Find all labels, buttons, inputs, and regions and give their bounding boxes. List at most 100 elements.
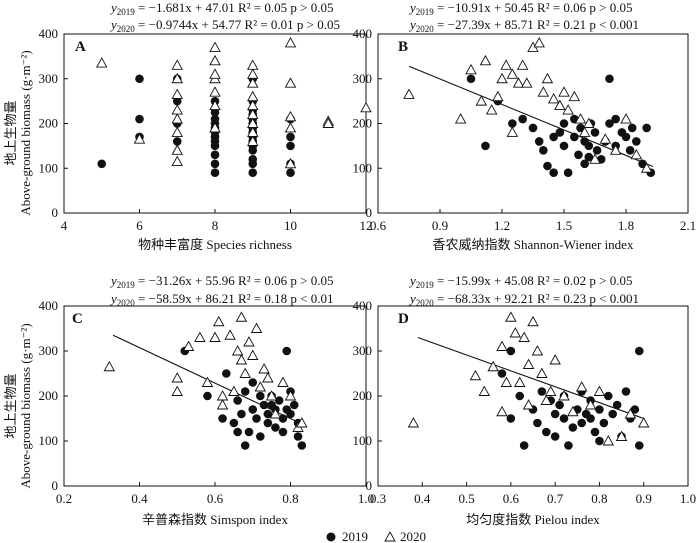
point-2019	[218, 414, 227, 423]
point-2019	[203, 391, 212, 401]
point-2020	[500, 59, 512, 70]
point-2019	[255, 391, 265, 401]
ylabel-top: 地上生物量 Above-ground biomass (g·m⁻²)	[3, 50, 33, 215]
x-tick-label: 4	[61, 218, 68, 233]
point-2020	[269, 408, 282, 419]
ylabel-bottom-cn: 地上生物量	[3, 373, 18, 438]
point-2019	[543, 161, 552, 171]
legend-marker-2019	[326, 532, 336, 542]
point-2019	[549, 168, 558, 178]
legend-label-2019: 2019	[342, 529, 368, 543]
point-2019	[244, 427, 254, 437]
point-2020	[541, 72, 554, 84]
point-2020	[182, 340, 195, 351]
point-2019	[518, 114, 527, 124]
point-2019	[255, 432, 265, 441]
point-2020	[624, 408, 637, 419]
point-2020	[209, 54, 221, 66]
point-2019	[506, 346, 516, 356]
x-tick-label: 0.9	[636, 491, 652, 506]
point-2019	[210, 168, 220, 178]
point-2020	[487, 360, 499, 372]
point-2019	[481, 141, 490, 151]
regression-equation-2019: y2019 = −31.26x + 55.96 R² = 0.06 p > 0.…	[109, 273, 334, 290]
point-2020	[322, 117, 335, 128]
point-2019	[274, 396, 284, 405]
point-2019	[608, 409, 618, 419]
point-2019	[248, 155, 258, 164]
panel-label: A	[75, 39, 86, 55]
point-2020	[505, 311, 517, 322]
point-2020	[496, 72, 508, 84]
point-2020	[558, 86, 570, 97]
point-2019	[97, 159, 107, 169]
point-2019	[135, 114, 144, 124]
point-2020	[531, 345, 544, 356]
y-tick-label: 0	[366, 205, 373, 220]
point-2020	[479, 54, 492, 66]
x-tick-label: 0.6	[207, 491, 224, 506]
point-2019	[630, 405, 640, 414]
point-2020	[171, 104, 184, 115]
point-2019	[248, 168, 258, 178]
point-2019	[286, 168, 295, 178]
y-tick-label: 200	[39, 388, 59, 403]
x-tick-label: 0.5	[458, 491, 474, 506]
point-2020	[640, 162, 653, 173]
point-2020	[201, 376, 214, 387]
point-2020	[568, 90, 581, 102]
panel-d: 0.3 0.4 0.5 0.6 0.7 0.8 0.9 1.00100200300400D均匀…	[353, 273, 697, 527]
point-2020	[506, 126, 519, 137]
point-2019	[595, 436, 604, 446]
point-2020	[171, 155, 184, 166]
point-2020	[533, 37, 545, 48]
x-axis-label: 香农威纳指数 Shannon-Wiener index	[433, 237, 634, 252]
point-2020	[544, 385, 557, 396]
point-2019	[222, 369, 231, 378]
point-2020	[231, 345, 244, 356]
x-tick-label: 1.8	[618, 218, 634, 233]
point-2020	[171, 88, 184, 99]
x-axis-label: 物种丰富度 Species richness	[138, 237, 292, 252]
point-2020	[235, 354, 248, 365]
point-2020	[284, 390, 297, 401]
x-tick-label: 1.0	[358, 491, 374, 506]
regression-equation-2019: y2019 = −10.91x + 50.45 R² = 0.06 p > 0.…	[408, 0, 633, 17]
ylabel-top-cn: 地上生物量	[3, 100, 18, 165]
y-tick-label: 0	[52, 205, 59, 220]
point-2019	[537, 387, 547, 396]
x-tick-label: 12	[360, 218, 373, 233]
point-2019	[135, 74, 144, 84]
point-2019	[533, 418, 542, 428]
point-2019	[240, 441, 250, 450]
point-2020	[454, 113, 467, 124]
y-tick-label: 400	[353, 298, 373, 313]
point-2020	[574, 113, 587, 124]
point-2019	[282, 346, 292, 356]
point-2019	[263, 418, 273, 428]
point-2019	[590, 427, 600, 437]
point-2019	[237, 409, 246, 419]
point-2019	[584, 141, 594, 151]
regression-equation-2020: y2020 = −58.59x + 86.21 R² = 0.18 p < 0.…	[109, 291, 334, 308]
point-2020	[277, 376, 289, 387]
point-2019	[210, 108, 220, 117]
point-2020	[540, 394, 553, 405]
point-2019	[534, 137, 544, 146]
point-2020	[284, 110, 297, 122]
regression-equation-2020: y2020 = −0.9744x + 54.77 R² = 0.01 p > 0…	[109, 17, 340, 34]
point-2019	[564, 441, 573, 450]
point-2019	[605, 119, 614, 128]
point-2020	[209, 41, 221, 52]
point-2020	[478, 385, 491, 396]
point-2020	[475, 95, 488, 106]
point-2019	[252, 414, 261, 423]
point-2019	[580, 159, 589, 169]
y-tick-label: 100	[353, 160, 373, 175]
point-2020	[518, 331, 530, 342]
point-2019	[586, 414, 595, 423]
panel-label: C	[72, 311, 83, 327]
point-2019	[627, 123, 637, 133]
x-tick-label: 0.6	[503, 491, 520, 506]
legend-label-2020: 2020	[400, 529, 426, 543]
